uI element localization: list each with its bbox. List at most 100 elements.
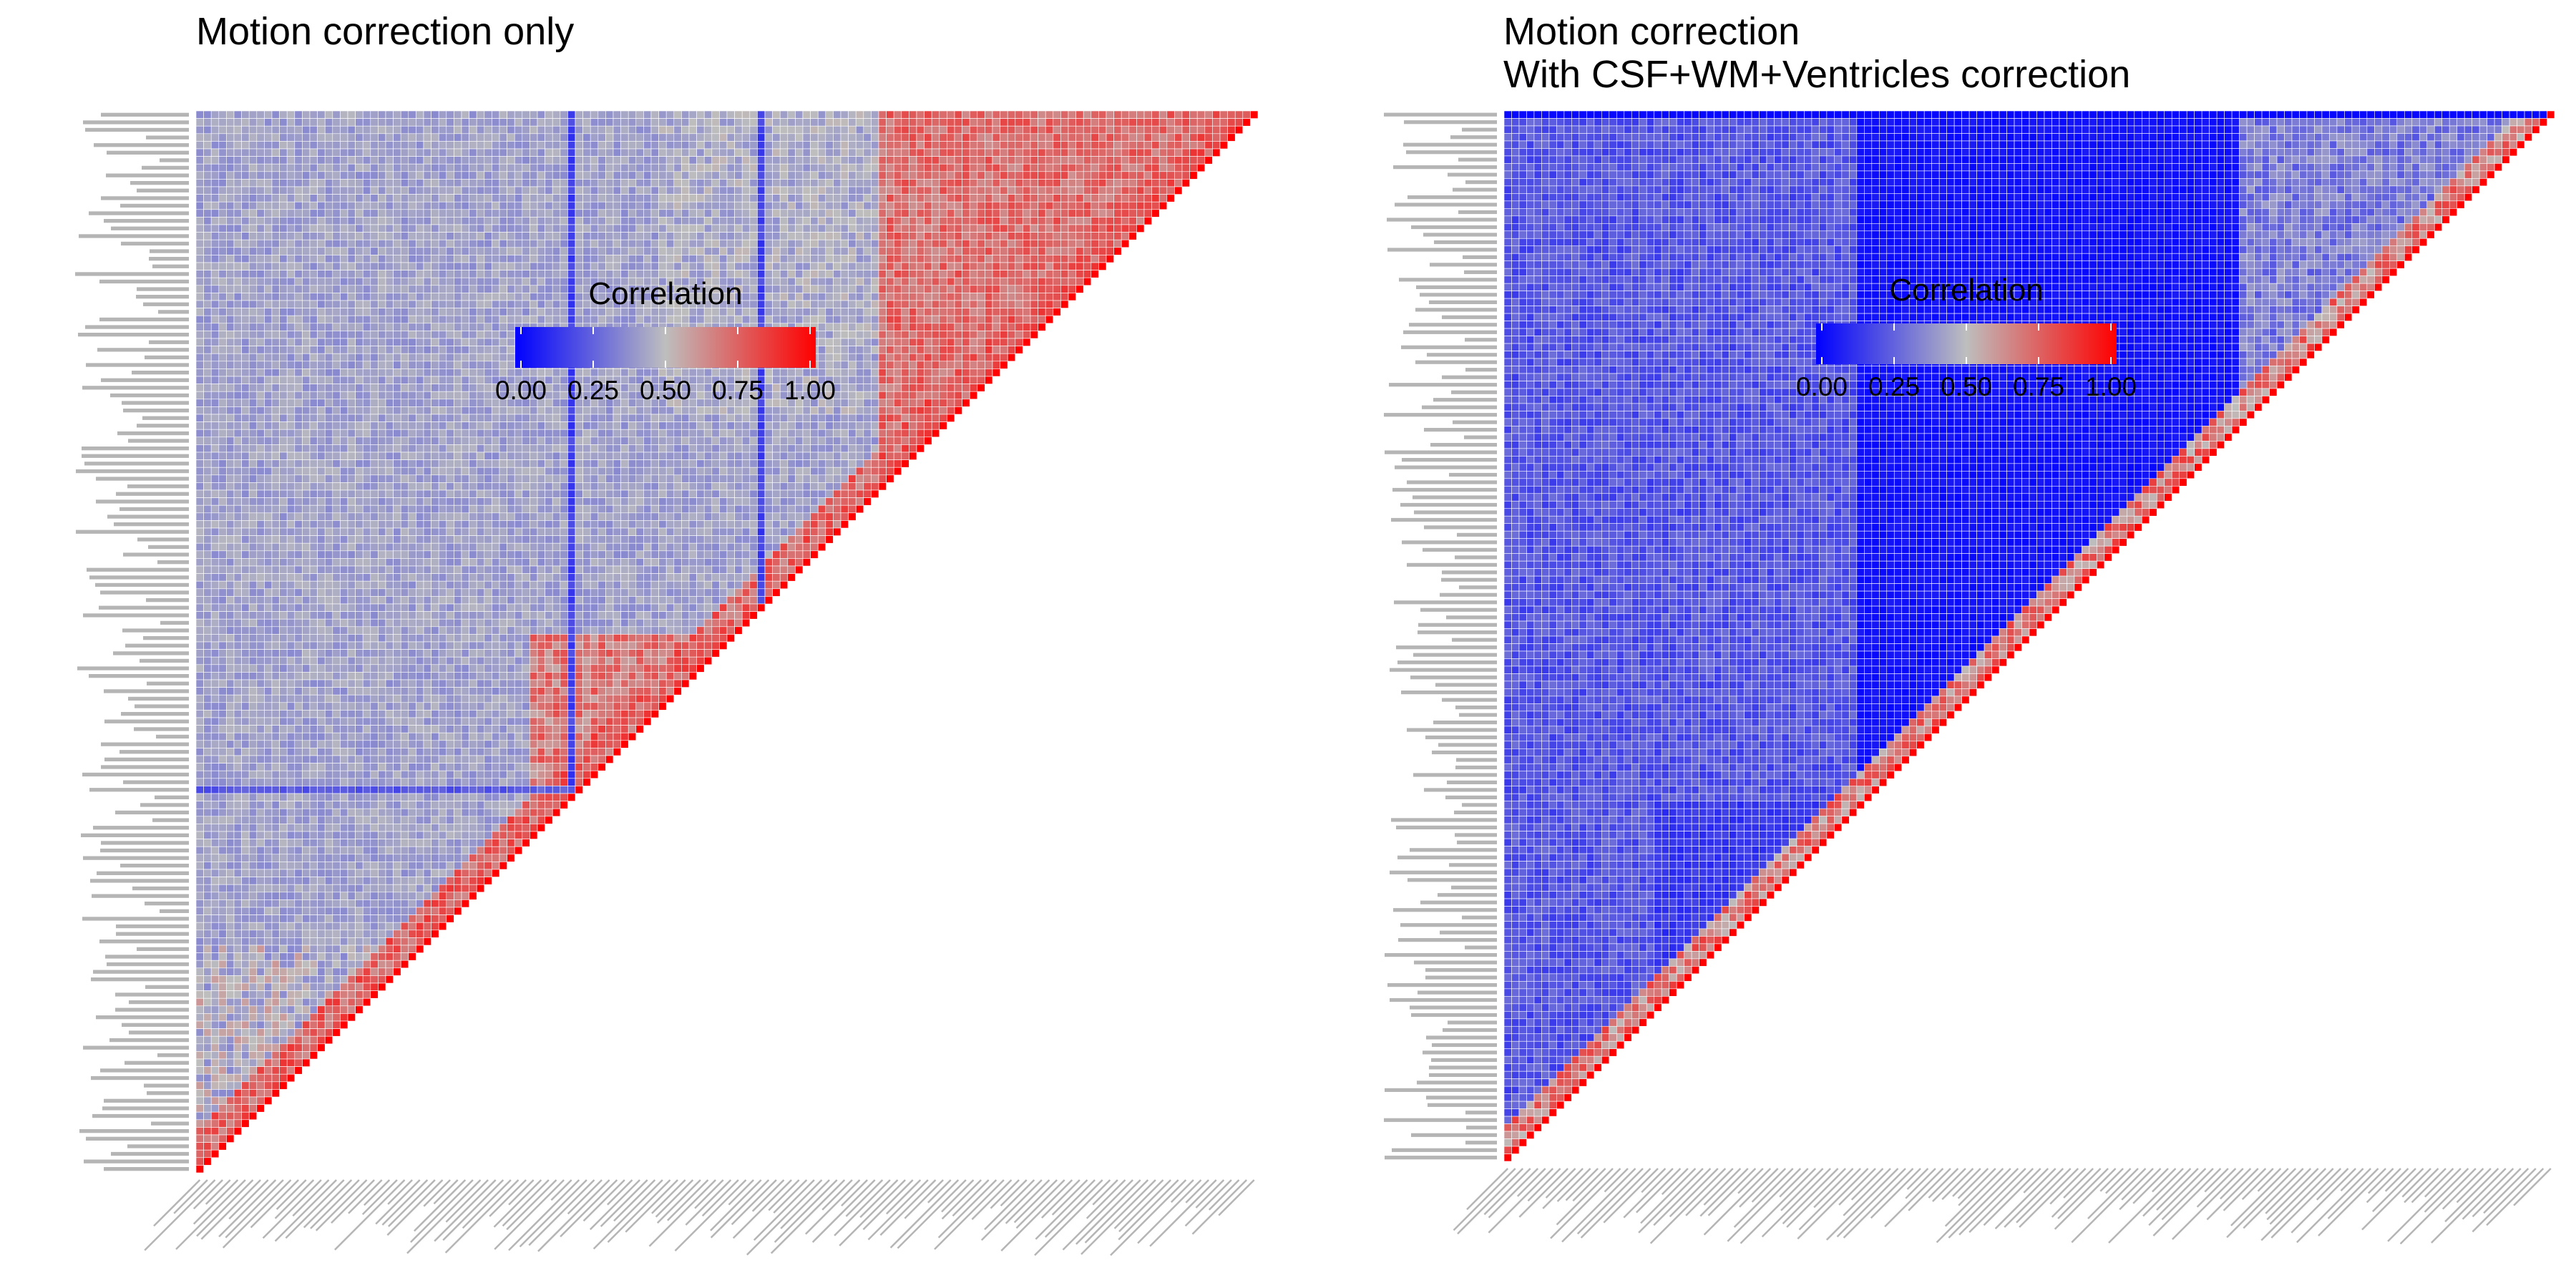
heatmap-cell <box>811 179 819 187</box>
heatmap-cell <box>394 346 401 354</box>
heatmap-cell <box>636 172 644 180</box>
heatmap-cell <box>514 248 522 255</box>
heatmap-cell <box>340 301 348 308</box>
heatmap-cell <box>280 195 288 203</box>
heatmap-cell <box>674 210 682 218</box>
heatmap-cell <box>977 376 985 384</box>
heatmap-cell <box>462 187 469 195</box>
heatmap-cell <box>333 126 341 134</box>
heatmap-cell <box>757 263 765 270</box>
heatmap-cell <box>871 119 879 127</box>
heatmap-cell <box>1008 217 1015 225</box>
heatmap-cell <box>386 308 394 316</box>
heatmap-cell <box>803 157 811 165</box>
heatmap-cell <box>424 301 431 308</box>
heatmap-cell <box>507 233 515 240</box>
heatmap-cell <box>1121 141 1129 149</box>
heatmap-cell <box>356 316 364 323</box>
heatmap-cell <box>447 323 454 331</box>
heatmap-cell <box>681 406 689 414</box>
heatmap-cell <box>454 149 462 157</box>
heatmap-cell <box>1129 210 1137 218</box>
heatmap-cell <box>226 172 234 180</box>
heatmap-cell <box>537 263 545 270</box>
heatmap-cell <box>818 361 826 369</box>
heatmap-cell <box>333 233 341 240</box>
heatmap-cell <box>1144 111 1152 119</box>
heatmap-cell <box>295 422 303 430</box>
heatmap-cell <box>401 187 409 195</box>
heatmap-cell <box>514 316 522 323</box>
heatmap-cell <box>924 126 932 134</box>
heatmap-cell <box>757 164 765 172</box>
heatmap-cell <box>879 111 887 119</box>
heatmap-cell <box>348 263 356 270</box>
heatmap-cell <box>841 134 849 142</box>
heatmap-cell <box>545 172 553 180</box>
heatmap-cell <box>552 278 560 286</box>
heatmap-cell <box>249 391 257 399</box>
heatmap-cell <box>567 149 575 157</box>
heatmap-cell <box>363 255 371 263</box>
heatmap-cell <box>340 286 348 293</box>
heatmap-cell <box>424 422 431 430</box>
heatmap-cell <box>196 240 204 248</box>
heatmap-cell <box>871 391 879 399</box>
heatmap-cell <box>386 233 394 240</box>
heatmap-cell <box>1083 217 1091 225</box>
heatmap-cell <box>727 414 735 422</box>
heatmap-cell <box>666 172 674 180</box>
heatmap-cell <box>1076 126 1084 134</box>
heatmap-cell <box>841 126 849 134</box>
heatmap-cell <box>462 149 469 157</box>
heatmap-cell <box>484 263 492 270</box>
heatmap-cell <box>879 126 887 134</box>
heatmap-cell <box>249 210 257 218</box>
heatmap-cell <box>1091 141 1099 149</box>
heatmap-cell <box>833 248 841 255</box>
heatmap-cell <box>879 172 887 180</box>
heatmap-cell <box>348 422 356 430</box>
heatmap-cell <box>795 263 803 270</box>
heatmap-cell <box>257 111 265 119</box>
heatmap-cell <box>1106 233 1114 240</box>
heatmap-cell <box>280 134 288 142</box>
heatmap-cell <box>439 263 447 270</box>
heatmap-cell <box>333 331 341 338</box>
heatmap-cell <box>560 399 568 407</box>
heatmap-cell <box>947 353 955 361</box>
heatmap-cell <box>1220 126 1228 134</box>
heatmap-cell <box>780 255 788 263</box>
heatmap-cell <box>401 346 409 354</box>
heatmap-cell <box>833 202 841 210</box>
heatmap-cell <box>826 164 834 172</box>
heatmap-cell <box>257 346 265 354</box>
heatmap-cell <box>917 323 924 331</box>
heatmap-cell <box>879 278 887 286</box>
heatmap-cell <box>1030 301 1038 308</box>
heatmap-cell <box>1030 270 1038 278</box>
heatmap-cell <box>575 195 583 203</box>
heatmap-cell <box>462 111 469 119</box>
heatmap-cell <box>1106 248 1114 255</box>
heatmap-cell <box>1243 119 1251 127</box>
heatmap-cell <box>249 233 257 240</box>
heatmap-cell <box>1030 255 1038 263</box>
heatmap-cell <box>1023 141 1030 149</box>
heatmap-cell <box>484 240 492 248</box>
heatmap-cell <box>371 414 379 422</box>
heatmap-cell <box>1091 210 1099 218</box>
heatmap-cell <box>507 316 515 323</box>
heatmap-cell <box>575 134 583 142</box>
heatmap-cell <box>575 293 583 301</box>
heatmap-cell <box>788 111 796 119</box>
heatmap-cell <box>1030 308 1038 316</box>
heatmap-cell <box>818 293 826 301</box>
heatmap-cell <box>841 361 849 369</box>
heatmap-cell <box>1030 210 1038 218</box>
heatmap-cell <box>439 308 447 316</box>
heatmap-cell <box>1091 195 1099 203</box>
heatmap-cell <box>514 278 522 286</box>
heatmap-cell <box>1060 240 1068 248</box>
heatmap-cell <box>1106 111 1114 119</box>
